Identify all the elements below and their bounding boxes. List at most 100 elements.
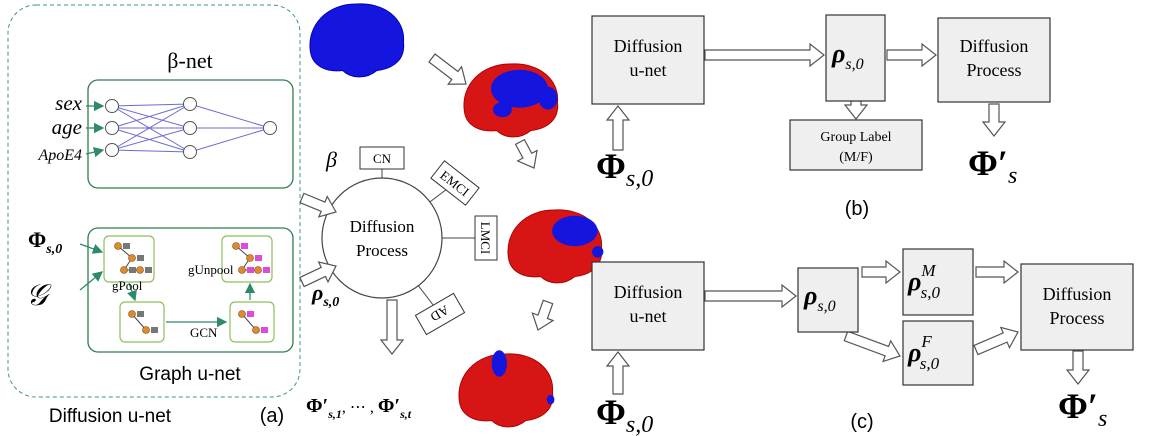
page: β-net sex age ApoE4 gPool gUnpool GCN Gr… — [0, 0, 1151, 436]
stage: LMCI — [475, 216, 497, 260]
mini-node — [137, 267, 144, 274]
box-label: Diffusion — [960, 36, 1029, 56]
subscript: s,0 — [626, 166, 653, 192]
symbol: Φ — [596, 392, 626, 432]
superscript: F — [920, 332, 932, 351]
feature — [261, 327, 268, 333]
superscript: M — [920, 261, 936, 280]
hollow-arrow — [607, 352, 629, 394]
brain-shape — [310, 4, 404, 77]
input-label: age — [52, 115, 82, 139]
panel-label: (c) — [850, 411, 873, 433]
symbol: ρ — [907, 267, 921, 296]
box-label: Diffusion — [614, 282, 683, 302]
phi-output: Φ′s — [968, 143, 1017, 189]
input-label: ApoE4 — [37, 147, 82, 164]
hollow-arrow — [381, 300, 403, 354]
mini-node — [239, 311, 246, 318]
atrophy-region — [492, 350, 507, 377]
subscript: s,0 — [817, 298, 835, 315]
node — [106, 122, 119, 135]
hollow-arrow — [845, 101, 867, 119]
hollow-arrow — [705, 285, 796, 307]
feature — [241, 243, 248, 249]
graph-unet-graph — [80, 236, 274, 342]
hollow-arrow — [983, 104, 1005, 136]
subscript: s,1 — [327, 407, 342, 421]
brain — [310, 4, 404, 77]
feature — [137, 255, 144, 261]
feature — [145, 267, 152, 273]
node — [184, 98, 197, 111]
phi-input: Φs,0 — [596, 392, 653, 436]
subscript: s,0 — [322, 295, 339, 310]
box-label: Diffusion — [614, 36, 683, 56]
atrophy-region — [539, 87, 558, 110]
feature — [255, 255, 262, 261]
brain — [459, 350, 554, 427]
diffusion-label: Diffusion — [350, 217, 415, 236]
op-label: gPool — [112, 278, 143, 293]
box-label: Group Label — [820, 130, 891, 145]
beta-net-title: β-net — [167, 48, 212, 73]
feature — [247, 267, 254, 273]
feature — [151, 327, 158, 333]
subscript: s — [1008, 163, 1017, 189]
stage: AD — [415, 293, 464, 334]
mini-node — [239, 267, 246, 274]
feature — [129, 267, 136, 273]
diffusion-unet-title: Diffusion u-net — [49, 406, 172, 427]
mini-box — [230, 302, 274, 342]
graph-unet-title: Graph u-net — [139, 364, 241, 385]
edge — [112, 104, 190, 150]
feature — [123, 243, 130, 249]
brain — [508, 210, 603, 283]
subscript: s,0 — [921, 283, 941, 302]
panel-label: (b) — [845, 198, 869, 220]
node — [184, 146, 197, 159]
symbol: Φ′ — [306, 395, 328, 417]
stage-label: CN — [373, 151, 392, 166]
edge — [190, 128, 270, 152]
box-label: Process — [967, 60, 1022, 80]
edge — [112, 104, 190, 106]
stage: CN — [360, 147, 404, 169]
mini-node — [129, 255, 136, 262]
hollow-arrow — [510, 137, 543, 173]
edge — [112, 106, 190, 152]
feature — [263, 267, 270, 273]
subscript: s,0 — [920, 354, 940, 373]
mini-node — [129, 311, 136, 318]
brain — [464, 64, 558, 137]
symbol: ρ — [803, 281, 817, 310]
mini-node — [255, 267, 262, 274]
mini-node — [233, 243, 240, 250]
node — [106, 100, 119, 113]
flow-arrow — [80, 272, 102, 290]
hollow-arrow — [976, 261, 1018, 283]
diffusion-box — [1021, 264, 1133, 350]
box-label: (M/F) — [839, 150, 873, 165]
node — [106, 144, 119, 157]
symbol: Φ′ — [968, 143, 1008, 183]
op-label: gUnpool — [188, 262, 234, 277]
box-label: Diffusion — [1043, 284, 1112, 304]
outputs-label: Φ′s,1, ⋯ , Φ′s,t — [306, 395, 412, 421]
hollow-arrow — [425, 49, 472, 92]
hollow-arrow — [1067, 351, 1089, 384]
box-label: u-net — [630, 60, 667, 80]
symbol: ρ — [311, 280, 323, 305]
atrophy-region — [493, 102, 512, 117]
symbol: Φ′ — [378, 395, 400, 417]
node — [264, 122, 277, 135]
feature — [137, 311, 144, 317]
mini-node — [247, 255, 254, 262]
flow-arrow — [80, 244, 102, 252]
figure: β-net sex age ApoE4 gPool gUnpool GCN Gr… — [0, 0, 1151, 436]
stage: EMCI — [431, 161, 479, 205]
beta-label: β — [325, 147, 337, 172]
subscript: s — [1098, 406, 1107, 432]
edge — [112, 150, 190, 152]
mini-node — [253, 327, 260, 334]
diffusion-circle — [322, 178, 442, 298]
